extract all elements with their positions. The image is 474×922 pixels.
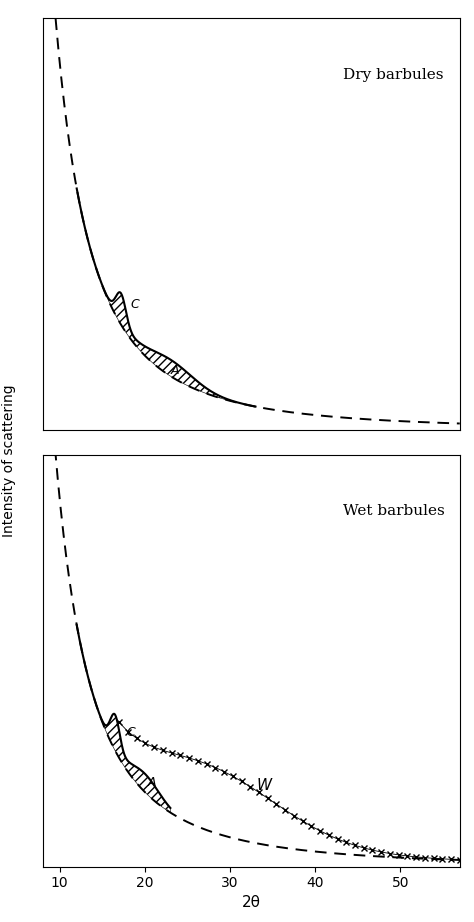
Text: C: C — [130, 298, 139, 311]
Text: W: W — [256, 778, 272, 793]
Text: Wet barbules: Wet barbules — [343, 504, 445, 518]
Text: Intensity of scattering: Intensity of scattering — [2, 384, 17, 538]
Text: A: A — [170, 364, 179, 377]
X-axis label: 2θ: 2θ — [242, 894, 261, 910]
Text: A: A — [147, 776, 156, 789]
Text: Dry barbules: Dry barbules — [343, 68, 444, 82]
Text: C: C — [126, 727, 135, 739]
